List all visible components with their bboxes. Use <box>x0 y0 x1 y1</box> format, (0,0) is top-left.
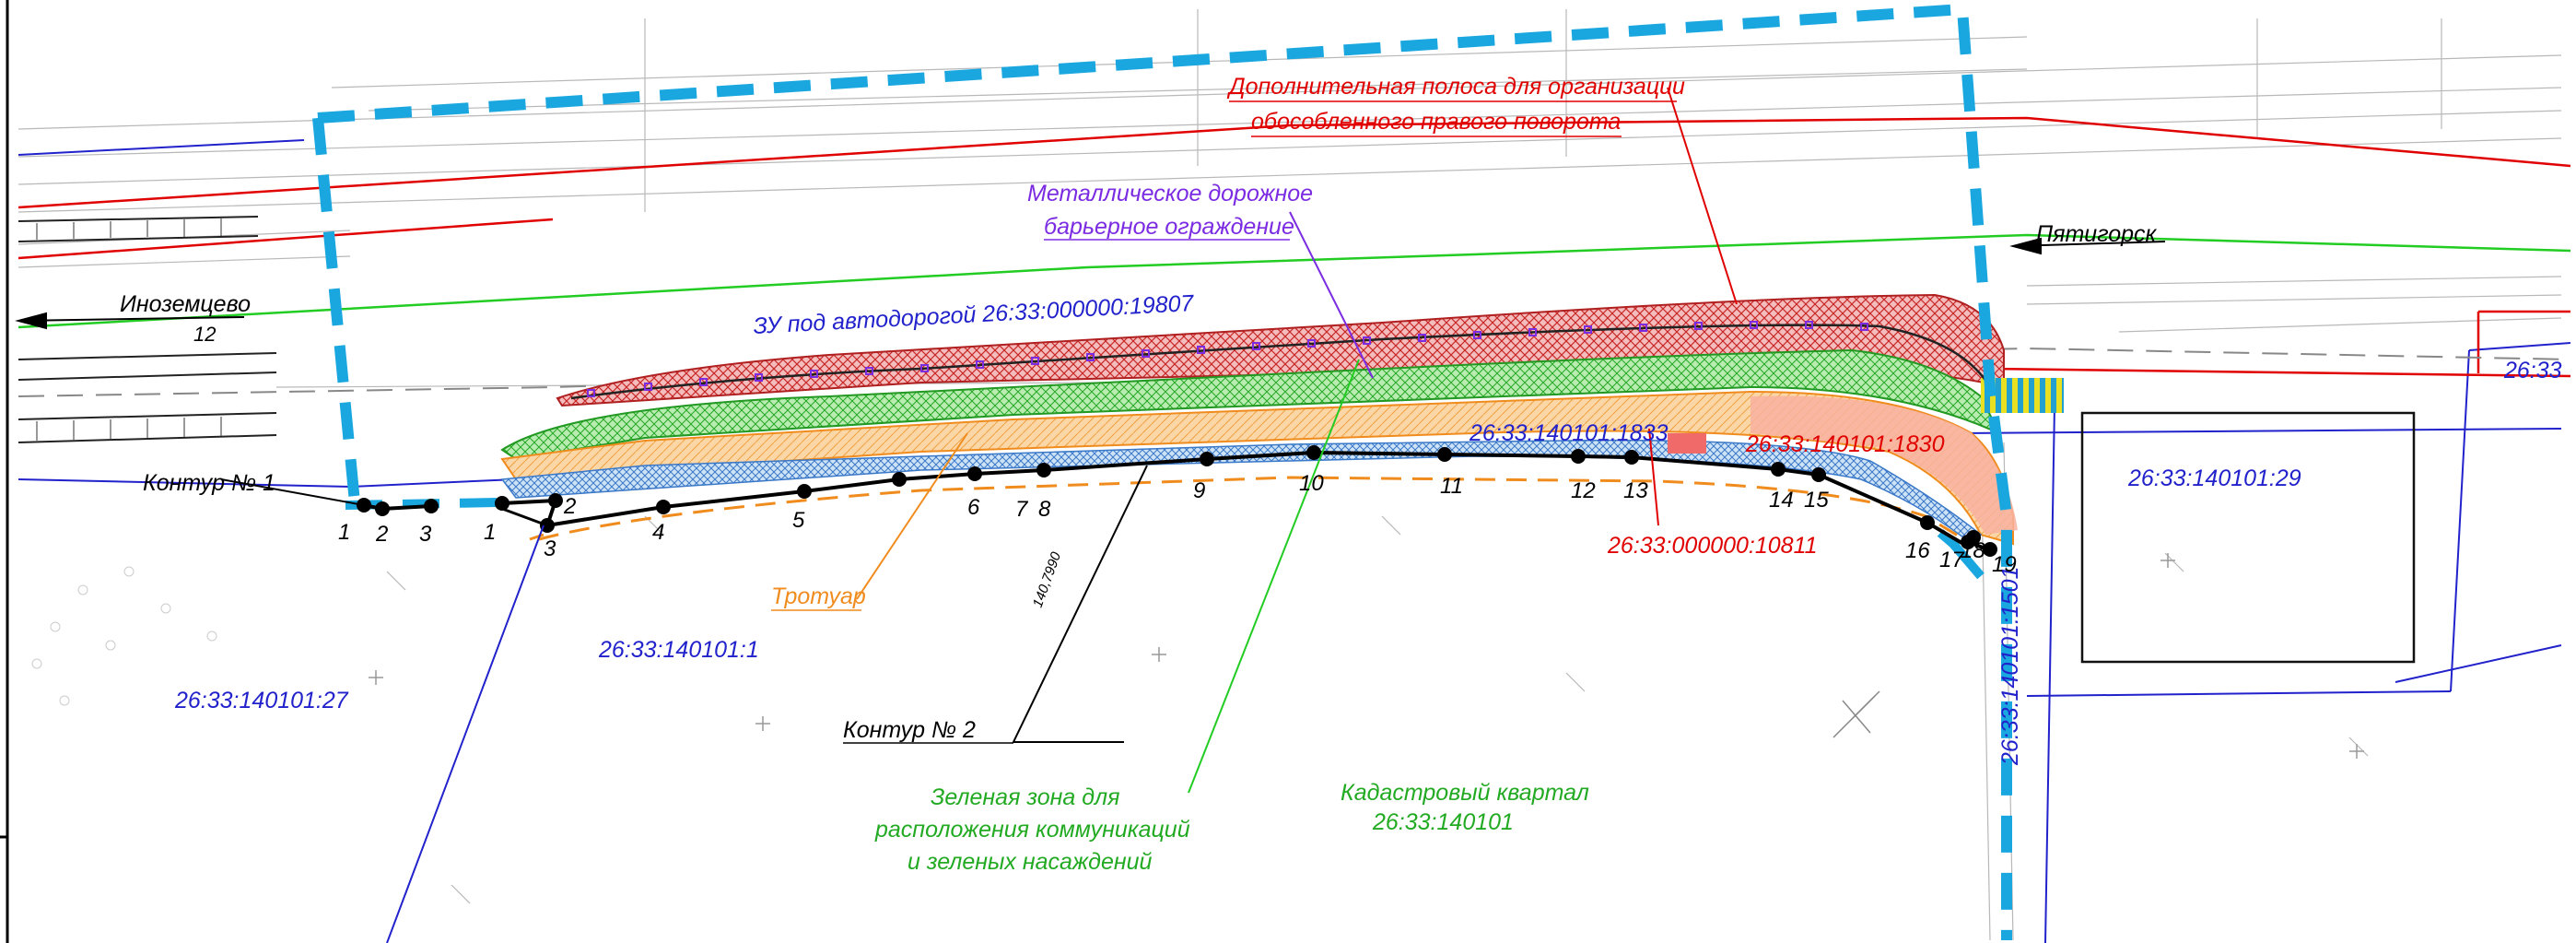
green-line <box>18 233 2571 329</box>
left-road-edges <box>18 216 277 443</box>
contour2-point-4: 4 <box>652 520 664 545</box>
contour1-point-1: 1 <box>338 520 350 545</box>
label-quarter-1: Кадастровый квартал <box>1341 780 1589 806</box>
contour2-point-17: 17 <box>1939 548 1965 572</box>
parcel-1501: 26:33:140101:1501 <box>1997 567 2023 767</box>
barrier-line <box>570 324 1992 400</box>
contour2-point-3: 3 <box>544 536 556 561</box>
contour2-point-15: 15 <box>1804 488 1829 513</box>
label-extra-lane-1: Дополнительная полоса для организации <box>1226 74 1685 100</box>
parcel-26-33: 26:33 <box>2503 358 2562 383</box>
label-inozemtsevo: Иноземцево <box>120 291 251 317</box>
contour2-point-8: 8 <box>1038 497 1051 522</box>
contour2-point-19: 19 <box>1992 552 2017 577</box>
parcel-1: 26:33:140101:1 <box>598 637 759 663</box>
contour2-point-5: 5 <box>792 508 805 533</box>
parcel-29: 26:33:140101:29 <box>2127 466 2301 491</box>
road-arrows <box>15 237 2166 330</box>
north-arrow-icon <box>1832 690 1880 738</box>
label-road-number: 12 <box>193 323 216 346</box>
orange-dashed-line <box>538 476 1973 546</box>
contour2-point-13: 13 <box>1623 478 1648 503</box>
red-boundaries <box>18 116 2571 378</box>
parcel-10811: 26:33:000000:10811 <box>1607 533 1818 559</box>
contour2-point-16: 16 <box>1905 538 1930 563</box>
contour2-point-11: 11 <box>1440 474 1463 499</box>
project-boundary <box>317 3 2012 940</box>
barrier-posts <box>587 321 1868 397</box>
label-barrier-1: Металлическое дорожное <box>1027 181 1313 206</box>
contour2-point-10: 10 <box>1299 471 1324 496</box>
contour2-point-14: 14 <box>1769 488 1794 513</box>
contour2-point-7: 7 <box>1015 497 1029 522</box>
contour2-point-12: 12 <box>1571 478 1596 503</box>
contour-points <box>357 445 1997 557</box>
label-green-1: Зеленая зона для <box>931 784 1120 810</box>
zone-green-hatch <box>500 348 2002 461</box>
parcel-1833: 26:33:140101:1833 <box>1469 420 1669 446</box>
label-extra-lane-2: обособленного правого поворота <box>1251 109 1621 135</box>
leader-lines <box>220 87 1738 943</box>
label-contour-2: Контур № 2 <box>843 717 976 743</box>
contour1-point-3: 3 <box>419 522 432 547</box>
label-barrier-2: барьерное ограждение <box>1044 214 1294 240</box>
label-pyatigorsk: Пятигорск <box>2036 221 2158 247</box>
label-contour-1: Контур № 1 <box>143 470 275 496</box>
contour1-point-2: 2 <box>375 522 388 547</box>
zone-orange-hatch <box>500 390 2014 546</box>
contour2-point-18: 18 <box>1961 538 1985 563</box>
contour2-point-6: 6 <box>967 495 980 520</box>
contour2-point-9: 9 <box>1193 478 1205 503</box>
label-sidewalk: Тротуар <box>771 583 866 609</box>
parcel-27: 26:33:140101:27 <box>174 688 349 713</box>
zone-salmon <box>1751 395 2018 535</box>
contour2-point-2: 2 <box>563 494 576 519</box>
label-green-3: и зеленых насаждений <box>907 849 1153 875</box>
parcel-1830: 26:33:140101:1830 <box>1745 431 1945 457</box>
contour2-point-1: 1 <box>484 520 496 545</box>
label-green-2: расположения коммуникаций <box>874 817 1190 843</box>
parcel-29-building <box>2080 411 2416 664</box>
label-quarter-code: 26:33:140101 <box>1372 809 1514 835</box>
